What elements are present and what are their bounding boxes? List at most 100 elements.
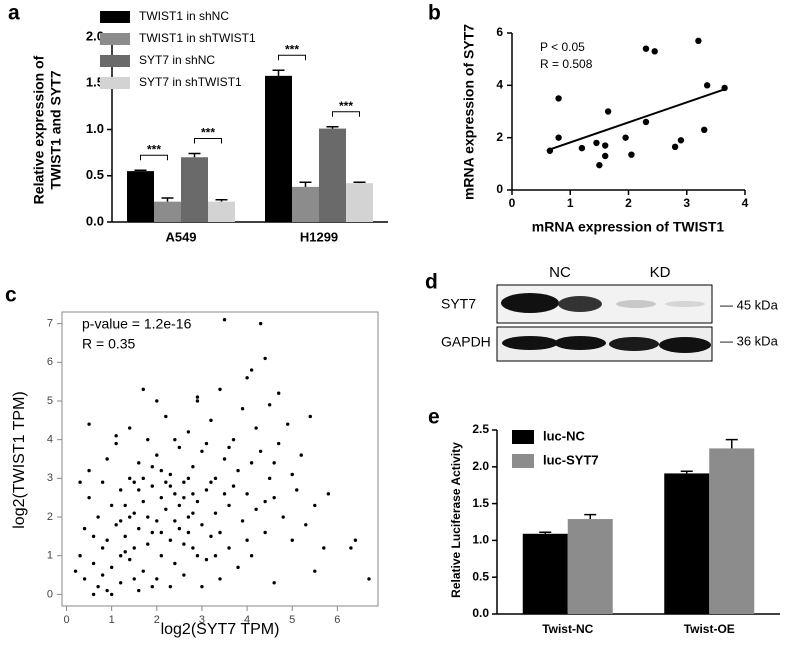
x-axis-label: mRNA expression of TWIST1: [532, 219, 725, 235]
x-tick-label: 3: [199, 614, 205, 626]
blot-band: [659, 337, 711, 353]
y-tick-label: 0: [496, 182, 503, 196]
scatter-point: [267, 403, 272, 407]
scatter-point: [109, 592, 114, 597]
scatter-point: [123, 550, 127, 554]
scatter-point: [195, 399, 200, 403]
scatter-point: [222, 457, 227, 461]
x-tick-label: 4: [742, 196, 749, 210]
blot-band: [665, 301, 705, 307]
scatter-point: [290, 472, 294, 477]
scatter-point: [123, 534, 127, 539]
scatter-point: [236, 565, 240, 570]
scatter-point: [231, 437, 236, 442]
legend-label: TWIST1 in shNC: [139, 9, 229, 23]
scatter-point: [642, 45, 650, 52]
x-tick-label: 1: [567, 196, 574, 210]
x-tick-label: 6: [334, 614, 340, 626]
scatter-point: [200, 523, 204, 527]
legend-label: SYT7 in shTWIST1: [139, 75, 242, 89]
blot-row-label: GAPDH: [441, 334, 491, 350]
y-tick-label: 0.0: [86, 213, 104, 228]
scatter-point: [118, 581, 123, 585]
error-bar: [134, 169, 147, 172]
scatter-point: [150, 530, 154, 535]
scatter-point: [281, 515, 285, 519]
scatter-point: [177, 445, 182, 450]
scatter-point: [150, 484, 154, 488]
error-bar: [215, 199, 228, 202]
scatter-point: [254, 426, 258, 430]
scatter-point: [177, 503, 182, 508]
scatter-point: [182, 573, 186, 577]
bar: [208, 201, 235, 222]
error-bar: [353, 181, 366, 184]
scatter-point: [132, 577, 136, 581]
blot-band: [616, 300, 656, 308]
annotation: R = 0.35: [82, 336, 136, 352]
legend-label: TWIST1 in shTWIST1: [139, 31, 256, 45]
bar: [292, 186, 319, 222]
significance-label: ***: [201, 126, 215, 140]
scatter-point: [109, 565, 114, 570]
bar: [709, 448, 755, 614]
scatter-point: [286, 422, 290, 426]
significance-bracket: [332, 111, 360, 117]
y-tick-label: 3: [47, 472, 53, 484]
scatter-point: [204, 441, 209, 446]
bar: [567, 519, 613, 614]
scatter-point: [159, 530, 164, 535]
scatter-point: [155, 399, 159, 403]
scatter-point: [128, 426, 132, 430]
x-tick-label: 5: [289, 614, 295, 626]
scatter-point: [186, 530, 191, 535]
scatter-point: [195, 499, 200, 504]
panel-letter: d: [425, 271, 438, 294]
bar: [319, 128, 346, 222]
scatter-point: [137, 588, 141, 593]
scatter-point: [313, 503, 317, 508]
scatter-point: [82, 577, 87, 581]
scatter-point: [602, 152, 609, 160]
x-tick-label: Twist-NC: [542, 622, 593, 636]
scatter-point: [276, 441, 281, 446]
scatter-point: [671, 143, 679, 151]
scatter-point: [642, 118, 650, 126]
scatter-point: [213, 554, 218, 558]
scatter-point: [118, 488, 123, 492]
scatter-point: [191, 511, 195, 515]
scatter-point: [677, 137, 685, 144]
x-tick-label: 4: [244, 614, 250, 626]
scatter-point: [173, 561, 177, 566]
x-tick-label: 1: [109, 614, 115, 626]
y-tick-label: 1.5: [472, 496, 489, 510]
legend-swatch: [100, 77, 130, 89]
x-tick-label: 0: [509, 196, 516, 210]
scatter-point: [78, 480, 82, 484]
scatter-point: [91, 561, 96, 566]
scatter-point: [695, 37, 702, 45]
scatter-point: [258, 321, 263, 326]
scatter-point: [578, 144, 586, 152]
error-bar: [539, 531, 552, 534]
blot-column-label: KD: [650, 264, 671, 281]
scatter-point: [186, 476, 191, 481]
scatter-point: [222, 318, 227, 322]
scatter-point: [173, 437, 177, 442]
scatter-point: [173, 519, 177, 523]
y-axis-label: Relative expression of: [31, 55, 47, 204]
scatter-point: [249, 461, 254, 465]
y-tick-label: 4: [47, 434, 53, 446]
scatter-point: [137, 526, 141, 531]
error-bar: [161, 197, 174, 202]
scatter-point: [173, 492, 177, 496]
y-tick-label: 7: [47, 318, 53, 330]
y-tick-label: 2: [496, 130, 503, 144]
scatter-point: [182, 480, 186, 484]
scatter-point: [304, 523, 308, 527]
scatter-point: [164, 414, 168, 419]
scatter-point: [123, 503, 127, 508]
scatter-point: [146, 542, 150, 546]
scatter-point: [155, 453, 159, 457]
scatter-point: [109, 503, 114, 508]
